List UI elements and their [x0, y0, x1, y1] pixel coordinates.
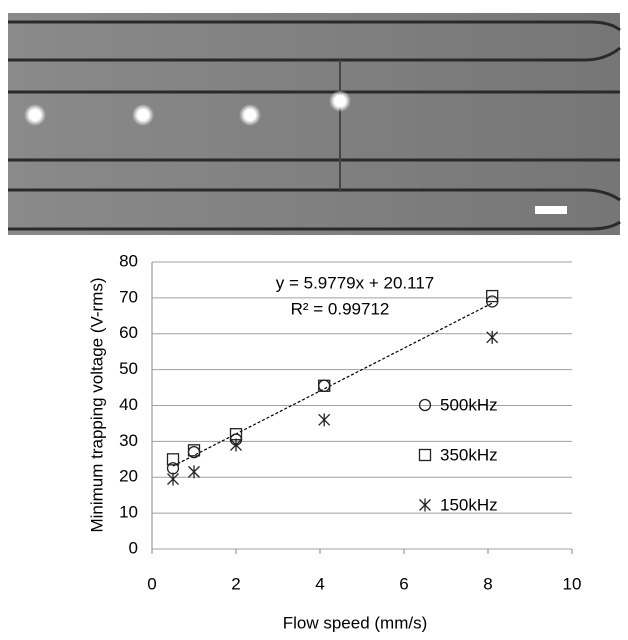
y-tick-label: 70	[119, 287, 138, 306]
legend-marker	[418, 398, 432, 412]
y-tick-label: 10	[119, 503, 138, 522]
x-axis-title: Flow speed (mm/s)	[283, 613, 428, 632]
trendline-equation: y = 5.9779x + 20.117	[276, 273, 434, 292]
y-tick-label: 60	[119, 323, 138, 342]
point	[318, 413, 331, 427]
y-tick-label: 40	[119, 395, 138, 414]
y-tick-label: 20	[119, 467, 138, 486]
x-tick-label: 8	[483, 574, 492, 593]
x-tick-label: 0	[147, 574, 156, 593]
point	[187, 444, 201, 457]
legend-marker	[418, 448, 432, 462]
x-tick-label: 10	[563, 574, 582, 593]
point	[486, 330, 499, 344]
legend-marker	[419, 498, 431, 512]
trendline-r2: R² = 0.99712	[291, 299, 390, 318]
point	[167, 472, 179, 486]
y-tick-label: 50	[119, 359, 138, 378]
x-tick-label: 4	[315, 574, 324, 593]
y-tick-label: 30	[119, 431, 138, 450]
x-tick-label: 6	[399, 574, 408, 593]
y-tick-label: 0	[129, 538, 138, 557]
y-axis-title: Minimum trapping voltage (V-rms)	[87, 277, 106, 532]
x-tick-label: 2	[231, 574, 240, 593]
point	[166, 453, 180, 466]
point	[188, 465, 200, 479]
point	[486, 289, 499, 303]
micrograph	[8, 13, 621, 235]
legend-label: 500kHz	[440, 395, 498, 414]
point	[230, 438, 242, 452]
legend-label: 150kHz	[440, 495, 498, 514]
y-tick-label: 80	[119, 251, 138, 270]
point	[318, 379, 331, 392]
point	[318, 379, 331, 392]
legend-label: 350kHz	[440, 445, 498, 464]
